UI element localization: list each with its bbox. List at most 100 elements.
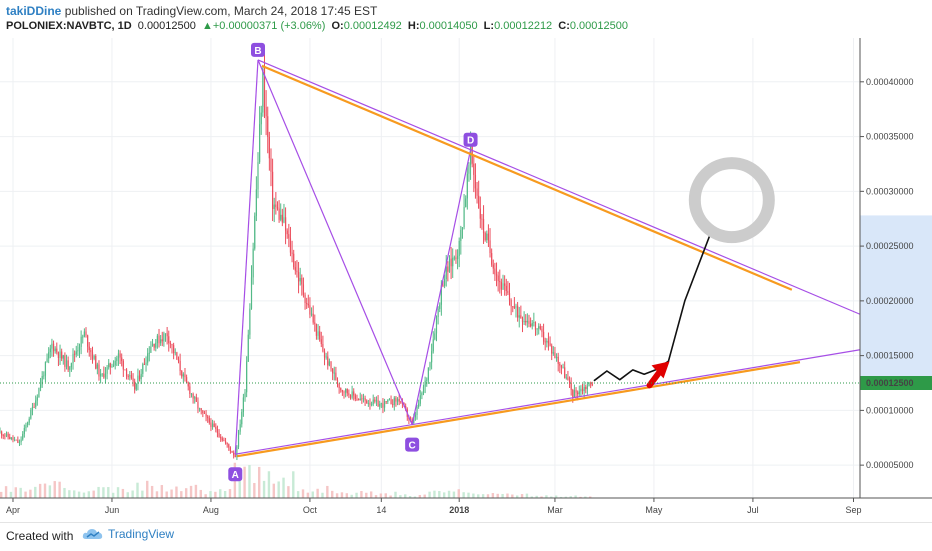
candle-body [309,305,311,315]
author-link[interactable]: takiDDine [6,4,62,18]
tradingview-brand[interactable]: TradingView [82,527,174,541]
candle-body [349,394,352,398]
volume-bar [184,488,188,498]
candle-body [236,446,238,457]
candle-body [160,339,162,344]
volume-bar [58,481,61,498]
candle-body [189,386,191,394]
candle-body [272,171,274,210]
volume-bar [102,487,105,498]
volume-bar [418,494,422,498]
candle-body [215,426,217,430]
volume-bar [452,491,456,498]
volume-bars [0,462,592,498]
candle-body [335,372,337,381]
volume-bar [4,486,8,498]
candle-body [306,302,308,304]
candle-body [284,217,287,231]
volume-bar [379,493,383,498]
volume-bar [374,495,378,498]
volume-bar [214,491,217,498]
candle-body [108,363,110,368]
candle-body [39,384,42,388]
volume-bar [520,494,524,498]
candle-body [14,439,16,441]
candle-body [375,400,378,402]
upper-triangle-line [257,59,861,315]
candle-body [291,252,293,254]
created-with-text: Created with [6,529,74,543]
volume-bar [258,466,261,498]
candle-body [195,397,197,402]
volume-bar [530,496,534,498]
candle-body [62,355,64,359]
candle-body [536,328,538,330]
candle-body [388,399,391,401]
candle-body [260,112,262,125]
candle-body [416,407,418,416]
volume-bar [584,496,587,498]
volume-bar [180,491,183,498]
candle-body [398,399,400,402]
candle-body [565,377,567,379]
candle-body [330,361,332,369]
point-label-b-bg [251,42,265,57]
volume-bar [150,485,154,498]
candle-body [544,341,546,343]
candle-body [453,257,455,259]
volume-bar [301,489,305,498]
candle-body [413,417,415,424]
candle-body [150,346,152,353]
candle-body [385,401,387,403]
candle-body [387,399,389,402]
candle-body [435,317,438,334]
candle-body [533,322,535,324]
volume-bar [53,481,56,498]
volume-bar [204,494,207,498]
symbol-label[interactable]: POLONIEX:NAVBTC, 1D [6,20,132,32]
x-tick-label: 14 [376,505,386,515]
y-tick-label: 0.00025000 [866,241,914,251]
candle-body [41,375,43,385]
volume-bar [136,482,139,498]
candle-body [523,320,525,323]
volume-bar [511,494,514,498]
x-tick-label: Aug [203,505,219,515]
candle-body [315,323,318,336]
candle-body [351,391,353,398]
volume-bar [404,494,407,498]
candle-body [276,207,279,209]
candle-body [283,217,285,223]
candle-body [52,343,55,352]
candle-body [478,195,480,209]
candle-body [570,383,572,390]
candle-body [414,415,416,418]
candle-body [57,352,60,359]
volume-bar [296,491,300,498]
published-text: published on TradingView.com, March 24, … [64,4,378,18]
target-circle [688,157,775,244]
candle-body [20,439,22,442]
high-value: 0.00014050 [419,20,478,32]
candle-body [392,404,394,406]
candle-body [362,398,365,399]
volume-bar [569,496,572,498]
candle-body [278,208,280,220]
candle-body [434,333,436,340]
volume-bar [550,496,553,498]
publish-line: takiDDine published on TradingView.com, … [6,4,377,18]
candle-body [216,429,219,434]
volume-bar [389,495,392,498]
candle-body [95,356,97,369]
price-change: +0.00000371 (+3.06%) [212,20,326,32]
candle-body [220,436,222,439]
candle-body [233,452,235,456]
candle-body [336,380,339,384]
candle-body [262,68,264,113]
candle-body [12,437,14,440]
volume-bar [199,489,202,498]
candle-body [56,348,58,353]
volume-bar [121,488,125,498]
volume-bar [243,466,246,498]
